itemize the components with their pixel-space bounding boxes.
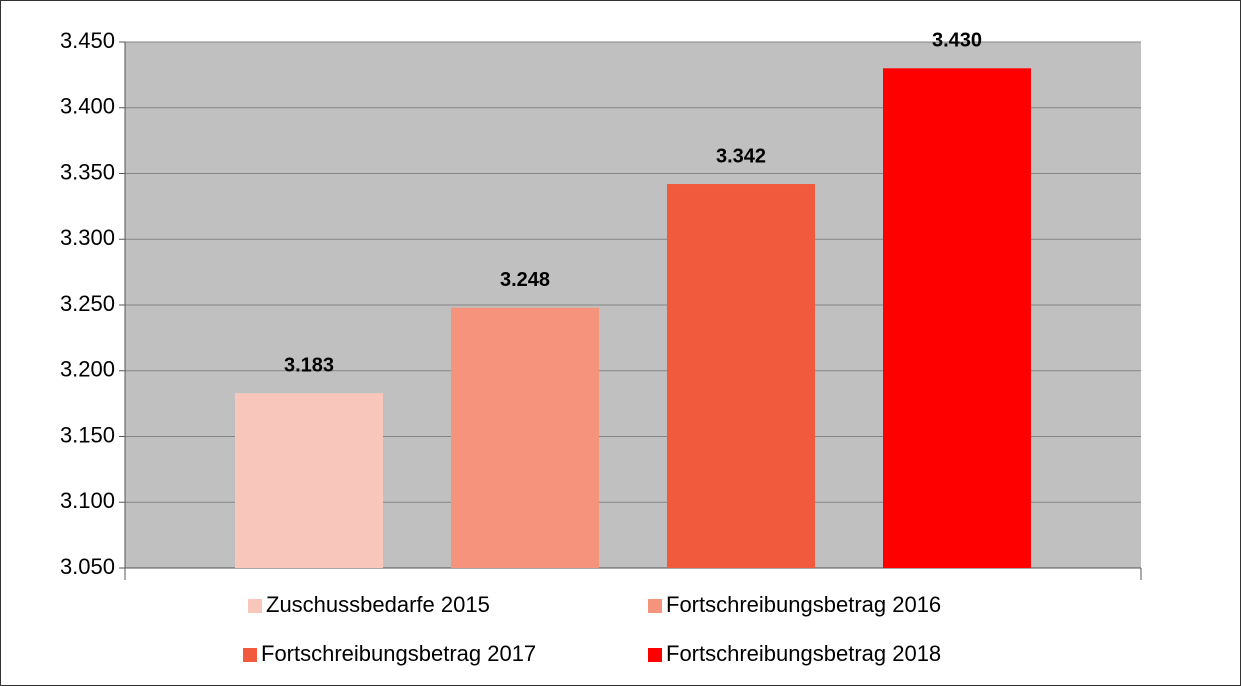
legend-label: Fortschreibungsbetrag 2017 xyxy=(261,641,536,666)
legend-swatch xyxy=(243,648,257,662)
bar xyxy=(451,307,599,568)
value-label: 3.342 xyxy=(716,145,766,167)
y-tick-label: 3.100 xyxy=(60,488,115,513)
y-tick-label: 3.250 xyxy=(60,291,115,316)
value-label: 3.430 xyxy=(932,30,982,52)
legend-label: Zuschussbedarfe 2015 xyxy=(266,592,490,617)
value-label: 3.183 xyxy=(284,354,334,376)
legend-label: Fortschreibungsbetrag 2018 xyxy=(666,641,941,666)
y-tick-label: 3.300 xyxy=(60,225,115,250)
y-tick-label: 3.400 xyxy=(60,94,115,119)
value-label: 3.248 xyxy=(500,269,550,291)
legend-swatch xyxy=(248,599,262,613)
y-tick-label: 3.150 xyxy=(60,422,115,447)
y-tick-label: 3.050 xyxy=(60,554,115,579)
legend-label: Fortschreibungsbetrag 2016 xyxy=(666,592,941,617)
y-tick-label: 3.200 xyxy=(60,357,115,382)
y-tick-label: 3.450 xyxy=(60,28,115,53)
bar xyxy=(667,184,815,568)
legend-swatch xyxy=(648,648,662,662)
y-tick-label: 3.350 xyxy=(60,159,115,184)
legend-swatch xyxy=(648,599,662,613)
bar xyxy=(883,68,1031,569)
bar xyxy=(235,393,383,568)
